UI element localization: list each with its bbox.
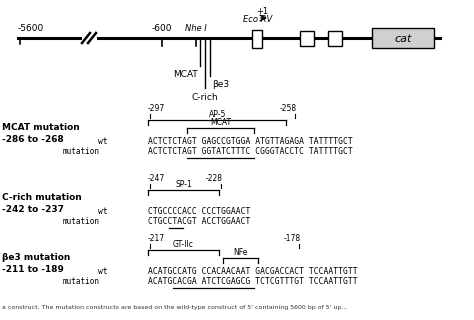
Bar: [252, 30, 262, 48]
Text: -247: -247: [148, 174, 165, 183]
Text: NFe: NFe: [233, 248, 247, 257]
Text: -297: -297: [148, 104, 165, 113]
Text: mutation: mutation: [63, 217, 100, 226]
Text: -258: -258: [280, 104, 297, 113]
Text: -5600: -5600: [18, 24, 44, 33]
Text: ACTCTCTAGT GGTATCTTTC CGGGTACCTC TATTTTGCT: ACTCTCTAGT GGTATCTTTC CGGGTACCTC TATTTTG…: [148, 147, 353, 156]
Text: mutation: mutation: [63, 277, 100, 286]
Text: -600: -600: [152, 24, 172, 33]
Text: -242 to -237: -242 to -237: [2, 205, 64, 214]
Text: C-rich: C-rich: [191, 93, 219, 102]
Text: ACATGCACGA ATCTCGAGCG TCTCGTTTGT TCCAATTGTT: ACATGCACGA ATCTCGAGCG TCTCGTTTGT TCCAATT…: [148, 277, 357, 286]
Text: Nhe I: Nhe I: [185, 24, 207, 33]
Text: ACTCTCTAGT GAGCCGTGGA ATGTTAGAGA TATTTTGCT: ACTCTCTAGT GAGCCGTGGA ATGTTAGAGA TATTTTG…: [148, 137, 353, 146]
Text: MCAT: MCAT: [210, 118, 231, 127]
Text: βe3 mutation: βe3 mutation: [2, 253, 70, 262]
Text: a construct. The mutation constructs are based on the wild-type construct of 5' : a construct. The mutation constructs are…: [2, 305, 347, 310]
Text: C-rich mutation: C-rich mutation: [2, 193, 82, 202]
Bar: [372, 28, 434, 48]
Text: wt: wt: [98, 267, 108, 276]
Text: -228: -228: [206, 174, 223, 183]
Text: mutation: mutation: [63, 147, 100, 156]
Text: MCAT: MCAT: [173, 70, 198, 79]
Text: +1: +1: [256, 7, 268, 16]
Text: -178: -178: [283, 234, 301, 243]
Text: βe3: βe3: [212, 80, 229, 89]
Text: SP-1: SP-1: [175, 180, 192, 189]
Text: -217: -217: [148, 234, 165, 243]
Bar: [328, 31, 342, 46]
Text: CTGCCCCACC CCCTGGAACT: CTGCCCCACC CCCTGGAACT: [148, 207, 250, 216]
Text: cat: cat: [394, 34, 412, 44]
Text: wt: wt: [98, 137, 108, 146]
Text: -286 to -268: -286 to -268: [2, 135, 64, 144]
Text: Eco RV: Eco RV: [243, 15, 273, 24]
Text: MCAT mutation: MCAT mutation: [2, 123, 80, 132]
Text: ACATGCCATG CCACAACAAT GACGACCACT TCCAATTGTT: ACATGCCATG CCACAACAAT GACGACCACT TCCAATT…: [148, 267, 357, 276]
Text: GT-IIc: GT-IIc: [173, 240, 194, 249]
Text: AP-5: AP-5: [209, 110, 226, 119]
Bar: [300, 31, 314, 46]
Text: -211 to -189: -211 to -189: [2, 265, 64, 274]
Text: wt: wt: [98, 207, 108, 216]
Text: CTGCCTACGT ACCTGGAACT: CTGCCTACGT ACCTGGAACT: [148, 217, 250, 226]
